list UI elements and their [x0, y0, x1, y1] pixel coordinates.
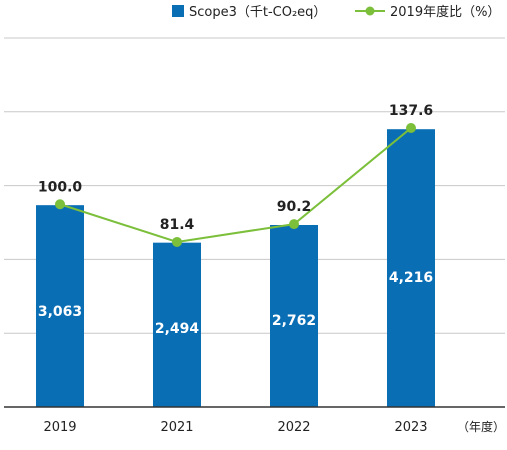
x-axis-ticks: 2019 2021 2022 2023: [43, 420, 427, 435]
line-point-2022: [289, 219, 299, 230]
line-path: [59, 127, 412, 243]
line-point-2021: [172, 236, 182, 247]
legend-swatch-bar: [172, 5, 184, 17]
legend: Scope3（千t-CO₂eq） 2019年度比（%）: [172, 4, 500, 20]
line-value-label: 81.4: [160, 217, 195, 233]
bar-series: 3,063 2,494 2,762 4,216: [36, 129, 435, 407]
x-tick-label: 2023: [394, 420, 427, 435]
x-tick-label: 2022: [277, 420, 310, 435]
legend-label-bar: Scope3（千t-CO₂eq）: [189, 5, 326, 20]
bar-2019: [36, 205, 84, 407]
bar-2022: [270, 225, 318, 407]
bar-2023: [387, 129, 435, 407]
x-tick-label: 2019: [43, 420, 76, 435]
legend-label-line: 2019年度比（%）: [390, 4, 500, 20]
line-value-label: 137.6: [389, 103, 433, 119]
bar-value-label: 4,216: [389, 270, 433, 286]
bar-value-label: 2,762: [272, 313, 316, 329]
line-value-label: 90.2: [277, 199, 312, 215]
x-axis-unit: （年度）: [457, 419, 505, 434]
x-tick-label: 2021: [160, 420, 193, 435]
bar-value-label: 3,063: [38, 304, 82, 320]
line-point-2023: [406, 123, 416, 134]
line-value-label: 100.0: [38, 179, 83, 195]
line-series: 100.0 81.4 90.2 137.6: [38, 103, 433, 247]
bar-2021: [153, 242, 201, 407]
line-point-2019: [55, 199, 65, 210]
bar-value-label: 2,494: [155, 321, 200, 337]
legend-marker-line: [365, 6, 375, 16]
